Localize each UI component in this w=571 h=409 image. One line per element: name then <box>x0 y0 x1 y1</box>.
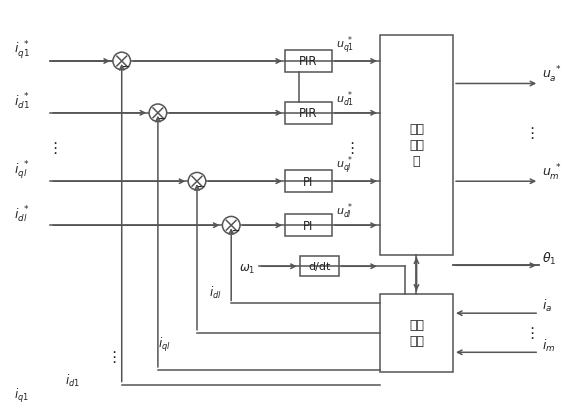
Text: $\omega_{1}$: $\omega_{1}$ <box>239 262 256 275</box>
Text: $i_{dl}$: $i_{dl}$ <box>209 284 222 300</box>
Text: $u_{d1}^{\ *}$: $u_{d1}^{\ *}$ <box>336 89 354 109</box>
Text: PI: PI <box>303 219 313 232</box>
Text: $i_{a}$: $i_{a}$ <box>542 298 552 314</box>
Text: $u_{dl}^{\ *}$: $u_{dl}^{\ *}$ <box>336 201 353 221</box>
Text: $i_{q1}^{\ *}$: $i_{q1}^{\ *}$ <box>14 39 30 61</box>
Text: ⋮: ⋮ <box>525 126 540 141</box>
Text: d/dt: d/dt <box>308 262 331 272</box>
Text: ⋮: ⋮ <box>106 349 122 364</box>
Text: PI: PI <box>303 175 313 188</box>
Text: $u_{m}^{\ *}$: $u_{m}^{\ *}$ <box>542 162 561 182</box>
Text: $i_{d1}^{\ *}$: $i_{d1}^{\ *}$ <box>14 92 30 112</box>
Bar <box>300 257 339 276</box>
Text: ⋮: ⋮ <box>525 326 540 340</box>
Text: 坐标
逆变
换: 坐标 逆变 换 <box>409 123 424 168</box>
Circle shape <box>113 53 131 71</box>
Text: −: − <box>122 62 130 72</box>
Text: 坐标
变换: 坐标 变换 <box>409 319 424 347</box>
Bar <box>285 103 332 124</box>
Text: $i_{m}$: $i_{m}$ <box>542 337 556 353</box>
Circle shape <box>149 105 167 122</box>
Bar <box>285 51 332 72</box>
Text: ⋮: ⋮ <box>344 140 359 155</box>
Text: $i_{q1}$: $i_{q1}$ <box>14 387 29 405</box>
Text: ⋮: ⋮ <box>47 140 63 155</box>
Text: $i_{dl}^{\ *}$: $i_{dl}^{\ *}$ <box>14 204 29 224</box>
Text: $u_{a}^{\ *}$: $u_{a}^{\ *}$ <box>542 65 561 85</box>
Text: $i_{d1}$: $i_{d1}$ <box>65 372 80 388</box>
Bar <box>285 215 332 236</box>
Circle shape <box>223 217 240 234</box>
Text: PIR: PIR <box>299 55 317 68</box>
Text: $i_{ql}$: $i_{ql}$ <box>158 335 171 353</box>
Text: −: − <box>231 225 240 236</box>
Text: $u_{ql}^{\ *}$: $u_{ql}^{\ *}$ <box>336 155 353 177</box>
Text: −: − <box>198 182 206 191</box>
Text: −: − <box>158 113 166 124</box>
Text: $\theta_{1}$: $\theta_{1}$ <box>542 250 556 266</box>
Text: $i_{ql}^{\ *}$: $i_{ql}^{\ *}$ <box>14 159 29 181</box>
Bar <box>285 171 332 193</box>
Bar <box>380 294 453 372</box>
Text: $u_{q1}^{\ *}$: $u_{q1}^{\ *}$ <box>336 35 354 57</box>
Circle shape <box>188 173 206 191</box>
Text: PIR: PIR <box>299 107 317 120</box>
Bar <box>380 36 453 255</box>
